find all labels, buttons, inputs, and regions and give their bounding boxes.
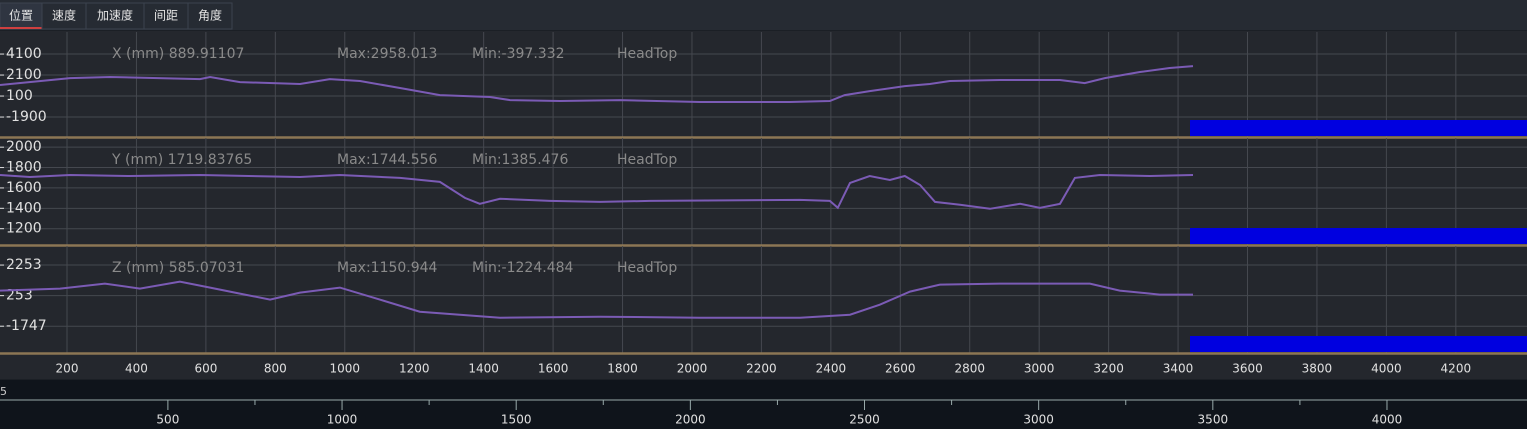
ruler-tick-label: 1500 (501, 413, 532, 427)
panel-max: Max:1150.944 (337, 260, 438, 276)
tab[interactable] (143, 2, 189, 30)
y-tick-label: -1747 (6, 318, 47, 334)
x-tick-label: 3400 (1163, 362, 1194, 376)
panel-max: Max:1744.556 (337, 152, 438, 168)
plot-background (0, 31, 1527, 355)
tab-label[interactable]: 间距 (154, 9, 178, 23)
y-tick-label: 1400 (6, 200, 42, 216)
tab[interactable] (85, 2, 145, 30)
data-line (0, 65, 1194, 103)
tab-bar (0, 0, 1527, 30)
status-bar (1190, 120, 1527, 136)
panel-min: Min:-1224.484 (472, 260, 574, 276)
y-tick-label: 1800 (6, 160, 42, 176)
x-tick-label: 400 (125, 362, 148, 376)
ruler-tick-label: 500 (156, 413, 179, 427)
y-tick-label: 4100 (6, 46, 42, 62)
tab-active-underline (0, 27, 42, 29)
tab[interactable] (187, 2, 233, 30)
x-tick-label: 800 (264, 362, 287, 376)
tab[interactable] (0, 2, 43, 30)
ruler-tick-label: 1000 (327, 413, 358, 427)
panel-label: X (mm) 889.91107 (112, 46, 244, 62)
status-bar (1190, 336, 1527, 352)
panel-tag: HeadTop (617, 152, 677, 168)
ruler-tick-label: 3000 (1023, 413, 1054, 427)
x-tick-label: 1800 (607, 362, 638, 376)
x-tick-label: 1400 (468, 362, 499, 376)
tab-label[interactable]: 加速度 (97, 8, 133, 23)
y-tick-label: 2000 (6, 139, 42, 155)
ruler-tick-label: 2000 (675, 413, 706, 427)
data-line (0, 173, 1194, 210)
ruler-start-label: 5 (0, 385, 7, 398)
x-tick-label: 600 (194, 362, 217, 376)
x-axis-band (0, 355, 1527, 379)
panel-label: Z (mm) 585.07031 (112, 260, 244, 276)
ruler-tick-label: 4000 (1372, 413, 1403, 427)
panel-min: Min:-397.332 (472, 46, 565, 62)
y-tick-label: 1200 (6, 221, 42, 237)
y-tick-label: 2100 (6, 67, 42, 83)
x-tick-label: 4200 (1441, 362, 1472, 376)
y-tick-label: 2253 (6, 257, 42, 273)
x-tick-label: 200 (56, 362, 79, 376)
x-tick-label: 2800 (954, 362, 985, 376)
x-tick-label: 1200 (399, 362, 430, 376)
panel-label: Y (mm) 1719.83765 (111, 152, 252, 168)
x-tick-label: 3000 (1024, 362, 1055, 376)
y-tick-label: -1900 (6, 109, 47, 125)
x-tick-label: 3200 (1093, 362, 1124, 376)
x-tick-label: 2000 (677, 362, 708, 376)
panel-tag: HeadTop (617, 46, 677, 62)
panel-min: Min:1385.476 (472, 152, 568, 168)
x-tick-label: 2600 (885, 362, 916, 376)
ruler-tick-label: 2500 (849, 413, 880, 427)
ruler-tick-label: 3500 (1198, 413, 1229, 427)
x-tick-label: 2400 (816, 362, 847, 376)
tab-label[interactable]: 角度 (198, 8, 222, 23)
x-tick-label: 2200 (746, 362, 777, 376)
tab[interactable] (41, 2, 87, 30)
y-tick-label: 1600 (6, 180, 42, 196)
x-tick-label: 3800 (1302, 362, 1333, 376)
x-tick-label: 1000 (329, 362, 360, 376)
panel-tag: HeadTop (617, 260, 677, 276)
x-tick-label: 1600 (538, 362, 569, 376)
panel-max: Max:2958.013 (337, 46, 437, 62)
x-tick-label: 4000 (1371, 362, 1402, 376)
x-tick-label: 3600 (1232, 362, 1263, 376)
y-tick-label: 253 (6, 288, 33, 304)
y-tick-label: 100 (6, 88, 33, 104)
tab-label[interactable]: 速度 (52, 8, 76, 23)
data-line (0, 280, 1193, 319)
tab-label[interactable]: 位置 (9, 8, 33, 23)
ruler-background (0, 380, 1527, 429)
status-bar (1190, 228, 1527, 244)
